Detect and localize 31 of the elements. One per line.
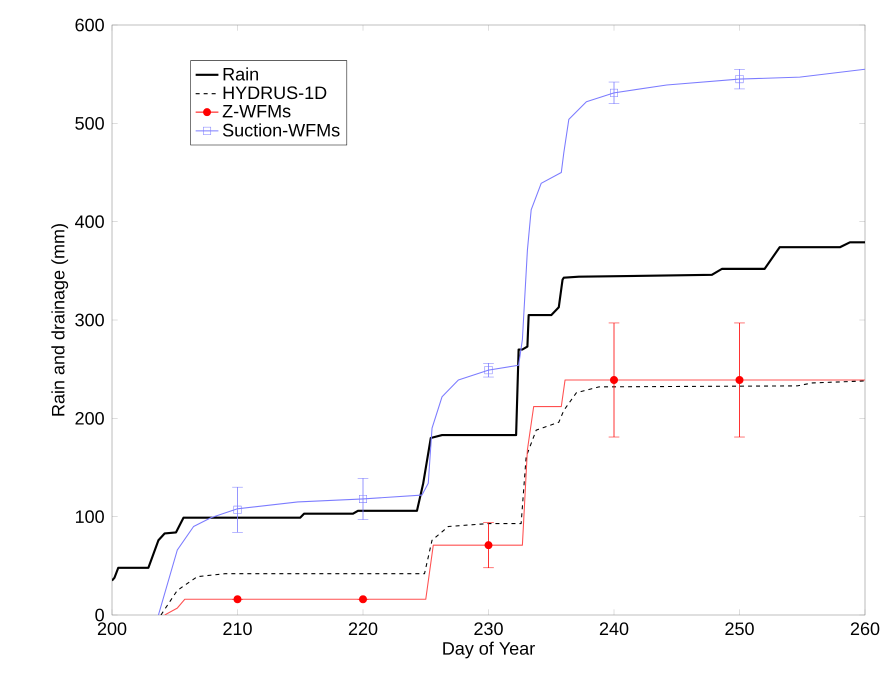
legend-label: Suction-WFMs bbox=[222, 123, 340, 137]
x-tick-label: 250 bbox=[725, 622, 754, 636]
y-tick-label: 100 bbox=[76, 510, 104, 524]
legend-label: Rain bbox=[224, 67, 258, 81]
x-tick-label: 230 bbox=[474, 622, 503, 636]
point bbox=[358, 494, 368, 503]
point bbox=[735, 376, 744, 384]
legend-label: Z-WFMs bbox=[222, 104, 290, 118]
x-tick-label: 260 bbox=[850, 622, 880, 636]
point bbox=[610, 88, 618, 97]
point bbox=[233, 595, 242, 604]
y-tick-label: 600 bbox=[76, 18, 104, 32]
x-axis-title: Day of Year bbox=[443, 642, 535, 658]
y-tick-label: 500 bbox=[75, 116, 104, 130]
point bbox=[358, 595, 368, 604]
x-tick-label: 240 bbox=[600, 622, 628, 636]
y-tick-label: 0 bbox=[95, 608, 104, 622]
x-tick-label: 220 bbox=[348, 622, 378, 636]
y-axis-title: Rain and drainage (mm) bbox=[51, 224, 68, 416]
x-tick-label: 200 bbox=[98, 622, 126, 636]
line-series bbox=[158, 68, 865, 615]
x-tick-label: 210 bbox=[223, 622, 252, 636]
point bbox=[610, 376, 618, 384]
legend-label: HYDRUS-1D bbox=[224, 86, 326, 100]
point bbox=[233, 506, 242, 514]
point bbox=[484, 541, 493, 550]
point bbox=[484, 366, 493, 374]
point bbox=[735, 75, 744, 84]
y-tick-label: 300 bbox=[75, 314, 104, 326]
y-tick-label: 400 bbox=[75, 215, 104, 228]
y-tick-label: 200 bbox=[75, 412, 104, 425]
